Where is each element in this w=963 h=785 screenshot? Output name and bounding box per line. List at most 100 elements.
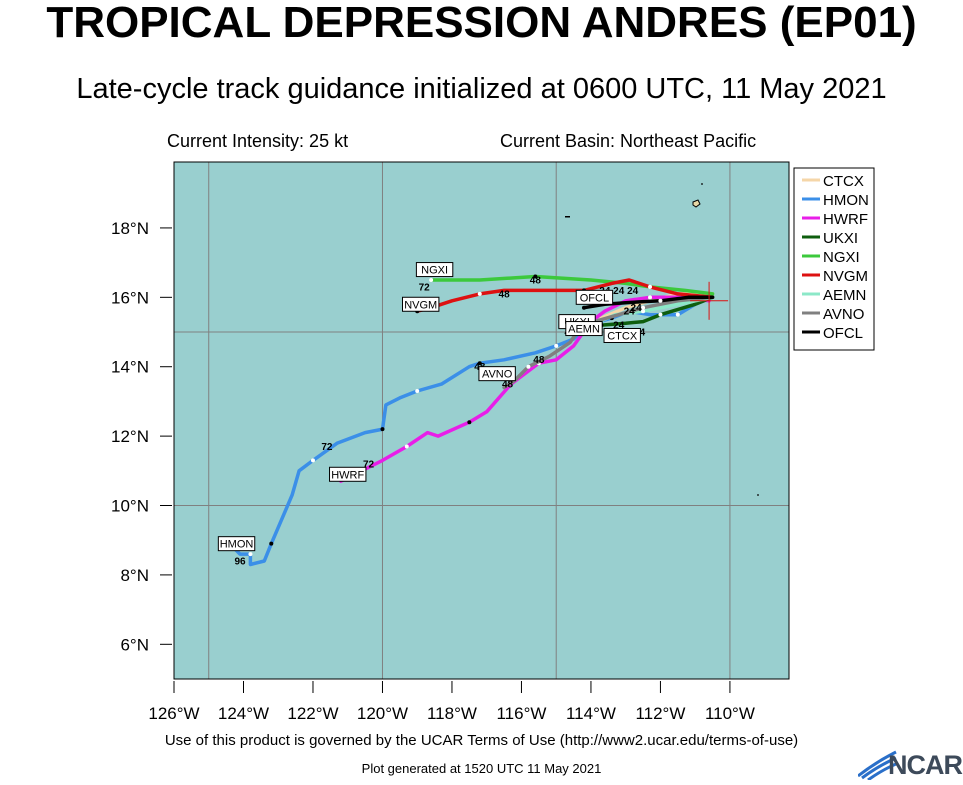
y-tick-label: 10°N [111, 497, 149, 516]
legend-item-nvgm: NVGM [802, 268, 868, 285]
x-tick-label: 114°W [566, 704, 616, 723]
track-point [554, 343, 559, 348]
ncar-logo-text: NCAR [888, 750, 963, 780]
current-intensity: Current Intensity: 25 kt [167, 131, 349, 151]
island-small-3 [757, 494, 759, 496]
model-label-text: AVNO [482, 369, 513, 381]
track-point [658, 312, 663, 317]
track-line-ukxi [599, 295, 715, 327]
x-tick-label: 110°W [705, 704, 755, 723]
model-label-hwrf: HWRF [329, 466, 367, 482]
model-label-text: HMON [220, 539, 254, 551]
track-point [641, 309, 646, 314]
forecast-hour-label: 48 [530, 275, 542, 286]
track-point [533, 274, 538, 279]
track-ofcl [582, 295, 715, 310]
forecast-hour-label: 72 [363, 459, 375, 470]
track-point [248, 552, 253, 557]
y-tick-label: 16°N [111, 288, 149, 307]
plot-generated-time: Plot generated at 1520 UTC 11 May 2021 [361, 761, 602, 776]
model-label-ctcx: CTCX [603, 327, 641, 343]
model-label-text: NGXI [421, 265, 448, 277]
model-label-ngxi: NGXI [415, 262, 454, 278]
legend-item-ctcx: CTCX [802, 173, 864, 190]
model-label-avno: AVNO [478, 366, 516, 382]
y-tick-label: 14°N [111, 358, 149, 377]
model-label-box [603, 327, 641, 343]
forecast-hour-label: 72 [419, 282, 431, 293]
x-tick-label: 126°W [148, 704, 199, 723]
map-frame [173, 161, 790, 680]
y-tick-label: 18°N [111, 219, 149, 238]
legend-label: NVGM [823, 268, 868, 285]
legend-label: NGXI [823, 249, 860, 266]
legend: CTCX HMON HWRF UKXI NGXI NVGM AEMN AVNO OFCL [793, 167, 875, 351]
forecast-hour-label: 24 [613, 286, 625, 297]
island-hawaii-big [692, 199, 701, 208]
track-point [415, 389, 420, 394]
map-axes: 126°W 124°W 122°W 120°W 118°W 116°W 114°W 112°W… [111, 219, 755, 723]
track-point [582, 305, 586, 310]
model-label-box [565, 321, 603, 337]
legend-label: AEMN [823, 287, 866, 304]
model-label-text: AEMN [568, 324, 600, 336]
forecast-hour-label: 24 [631, 303, 643, 314]
x-tick-label: 122°W [287, 704, 338, 723]
island-small-1 [701, 183, 703, 185]
legend-item-ngxi: NGXI [802, 249, 860, 266]
legend-item-avno: AVNO [802, 306, 864, 323]
forecast-hour-label: 24 [613, 321, 625, 332]
track-point [641, 305, 646, 310]
model-label-nvgm: NVGM [401, 296, 440, 312]
legend-item-ukxi: UKXI [802, 230, 858, 247]
model-label-text: CTCX [607, 330, 638, 342]
legend-item-ofcl: OFCL [802, 325, 863, 342]
track-point [477, 291, 482, 296]
track-line-ofcl [582, 295, 715, 310]
legend-label: AVNO [823, 306, 864, 323]
model-label-box [217, 536, 256, 552]
legend-item-aemn: AEMN [802, 287, 866, 304]
forecast-hour-label: 24 [627, 286, 639, 297]
island-small-2 [565, 216, 570, 218]
track-point [648, 284, 653, 289]
forecast-hour-label: 48 [499, 289, 511, 300]
x-tick-label: 120°W [357, 704, 408, 723]
ncar-logo: NCAR [857, 748, 963, 782]
track-point [404, 444, 409, 449]
forecast-hour-label: 24 [624, 307, 636, 318]
track-point [310, 458, 315, 463]
ncar-logo-icon [857, 750, 897, 782]
legend-label: UKXI [823, 230, 858, 247]
legend-label: HWRF [823, 211, 868, 228]
track-point [269, 541, 274, 546]
track-line-ngxi [429, 274, 715, 296]
x-tick-label: 112°W [635, 704, 685, 723]
x-tick-label: 116°W [496, 704, 546, 723]
model-label-text: HWRF [331, 469, 364, 481]
model-label-text: NVGM [404, 299, 437, 311]
model-label-hmon: HMON [217, 536, 256, 552]
model-label-ofcl: OFCL [575, 289, 614, 305]
current-position-marker [690, 281, 729, 320]
page-subtitle: Late-cycle track guidance initialized at… [76, 73, 887, 105]
legend-label: OFCL [823, 325, 863, 342]
model-label-box [401, 296, 440, 312]
y-tick-label: 12°N [111, 427, 149, 446]
current-basin: Current Basin: Northeast Pacific [500, 131, 757, 151]
y-tick-label: 6°N [120, 635, 149, 654]
forecast-hour-label: 48 [533, 355, 545, 366]
track-point [477, 361, 482, 366]
model-label-box [575, 289, 614, 305]
legend-item-hwrf: HWRF [802, 211, 868, 228]
x-tick-label: 118°W [427, 704, 477, 723]
page-title: TROPICAL DEPRESSION ANDRES (EP01) [46, 0, 917, 47]
model-label-aemn: AEMN [565, 321, 603, 337]
track-point [648, 295, 653, 300]
track-point [467, 420, 472, 425]
map-grid [174, 162, 789, 679]
legend-item-hmon: HMON [802, 192, 869, 209]
model-label-box [415, 262, 454, 278]
track-point [380, 427, 385, 432]
